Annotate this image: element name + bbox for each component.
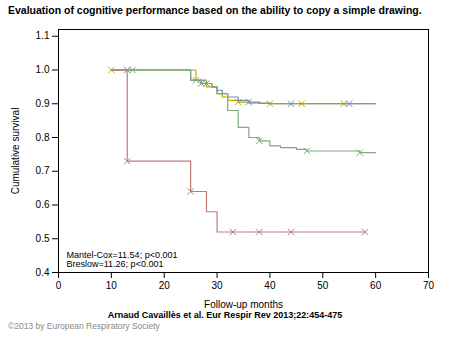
svg-text:50: 50: [317, 280, 329, 291]
svg-text:40: 40: [264, 280, 276, 291]
svg-text:1.0: 1.0: [36, 64, 50, 75]
svg-text:0.6: 0.6: [36, 199, 50, 210]
html-text:Arnaud Cavaillès et al. Eur Re: Arnaud Cavaillès et al. Eur Respir Rev 2…: [107, 310, 343, 320]
svg-text:Cumulative survival: Cumulative survival: [10, 108, 21, 195]
svg-text:0.8: 0.8: [36, 132, 50, 143]
svg-text:60: 60: [370, 280, 382, 291]
svg-text:Mantel-Cox=11.54; p<0.001Bresl: Mantel-Cox=11.54; p<0.001Breslow=11.26; …: [67, 250, 178, 269]
svg-text:10: 10: [106, 280, 118, 291]
svg-text:0.4: 0.4: [36, 267, 50, 278]
svg-text:Follow-up months: Follow-up months: [204, 299, 283, 310]
svg-text:70: 70: [423, 280, 435, 291]
svg-text:0.7: 0.7: [36, 165, 50, 176]
svg-text:0.5: 0.5: [36, 233, 50, 244]
svg-text:1.1: 1.1: [36, 30, 50, 41]
svg-text:0: 0: [56, 280, 62, 291]
svg-text:20: 20: [159, 280, 171, 291]
svg-text:0.9: 0.9: [36, 98, 50, 109]
html-text:Evaluation of cognitive perfor: Evaluation of cognitive performance base…: [8, 4, 422, 16]
html-text:©2013 by European Respiratory: ©2013 by European Respiratory Society: [8, 321, 160, 331]
svg-text:30: 30: [212, 280, 224, 291]
